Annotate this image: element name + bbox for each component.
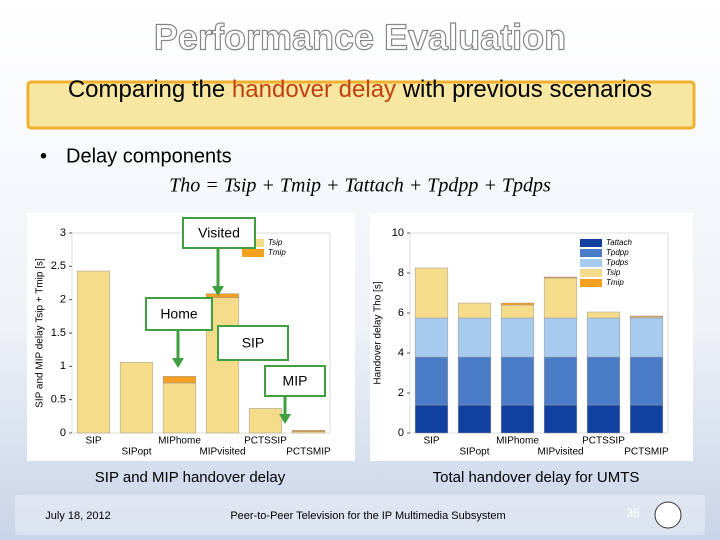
bar-segment [543,356,578,406]
bar-segment [414,317,449,358]
y-tick-label: 0.5 [51,394,66,406]
bar-segment [500,404,535,434]
subtitle-part: Comparing the [68,76,232,103]
legend-swatch [580,279,602,287]
bar-segment [629,404,664,434]
plot-frame [409,232,669,434]
bar-segment [586,311,621,319]
footer-date: July 18, 2012 [45,510,110,522]
y-tick-label: 3 [60,227,66,239]
y-tick-label: 1.5 [51,327,66,339]
x-tick-label: PCTSSIP [244,436,287,447]
x-tick-label: PCTSSIP [582,436,625,447]
bar-segment [500,304,535,319]
bar-segment [586,317,621,358]
logo [654,501,682,529]
x-tick-label: SIPopt [121,447,151,458]
y-tick-label: 0 [398,427,404,439]
x-tick-label: SIP [423,436,439,447]
bar-segment [205,293,240,298]
y-tick-label: 2 [60,294,66,306]
bar-segment [586,356,621,406]
legend-label: Tmip [268,248,286,257]
legend-swatch [580,249,602,257]
legend-label: Tpdps [606,258,628,267]
bar-segment [414,267,449,319]
legend-label: Tpdpp [606,248,629,257]
charts: 0 0.5 1 1.5 2 2.5 3 SIP and MIP delay Tsip + Tm… [35,227,669,486]
legend-label: Tsip [606,268,621,277]
bar-segment [500,302,535,306]
x-tick-label: PCTSMIP [624,447,669,458]
bar-segment [291,430,326,432]
x-tick-label: MIPhome [496,436,539,447]
x-tick-label: MIPvisited [537,447,583,458]
y-tick-label: 4 [398,347,404,359]
footer-bar [15,495,705,535]
x-tick-label: MIPhome [158,436,201,447]
subtitle-highlight: handover delay [232,76,396,103]
y-axis-label: SIP and MIP delay Tsip + Tmip [s] [35,258,46,408]
legend-swatch [580,239,602,247]
chart-caption: SIP and MIP handover delay [95,469,286,486]
bullet-dot: • [40,145,47,167]
bar-segment [414,356,449,406]
bar-segment [543,276,578,279]
footer-text: Peer-to-Peer Television for the IP Multi… [230,510,505,522]
y-axis-label: Handover delay Tho [s] [373,281,384,384]
x-tick-label: SIP [85,436,101,447]
y-tick-label: 2 [398,387,404,399]
bar-segment [76,270,111,434]
bar-segment [457,356,492,406]
bar-segment [500,356,535,406]
x-tick-label: MIPvisited [199,447,245,458]
y-tick-label: 1 [60,360,66,372]
annotation: MIP [283,373,308,389]
bar-segment [457,317,492,358]
annotation: SIP [242,335,265,351]
y-tick-label: 0 [60,427,66,439]
bar-segment [629,315,664,318]
bar-segment [629,356,664,406]
bar-segment [414,404,449,434]
slide-title: Performance Evaluation [154,17,566,58]
legend-label: Tattach [606,238,632,247]
y-tick-label: 10 [392,227,404,239]
bar-segment [543,404,578,434]
bar-segment [162,382,197,434]
bar-segment [543,317,578,358]
bar-segment [500,317,535,358]
bullet: Delay components [66,145,232,167]
bar-segment [162,376,197,384]
legend-swatch [580,269,602,277]
legend-label: Tsip [268,238,283,247]
bar-segment [248,408,283,434]
x-tick-label: SIPopt [459,447,489,458]
bar-segment [586,404,621,434]
bar-segment [629,317,664,358]
page-number: 35 [626,506,640,520]
bar-segment [457,302,492,319]
y-tick-label: 2.5 [51,260,66,272]
legend-label: Tmip [606,278,624,287]
y-tick-label: 8 [398,267,404,279]
annotation: Visited [198,225,240,241]
bar-segment [457,404,492,434]
annotation: Home [160,306,198,322]
subtitle-box [26,80,696,130]
subtitle-line-1: Comparing the handover delay with previo… [68,76,652,103]
bar-segment [543,277,578,319]
legend-swatch [242,249,264,257]
x-tick-label: PCTSMIP [286,447,331,458]
y-tick-label: 6 [398,307,404,319]
bar-segment [119,362,154,434]
annotations: Visited Home SIP MIP [145,217,326,424]
formula: Tho = Tsip + Tmip + Tattach + Tpdpp + Tp… [169,175,551,197]
subtitle-part: with previous scenarios [396,76,652,103]
chart-caption: Total handover delay for UMTS [433,469,640,486]
legend-swatch [580,259,602,267]
